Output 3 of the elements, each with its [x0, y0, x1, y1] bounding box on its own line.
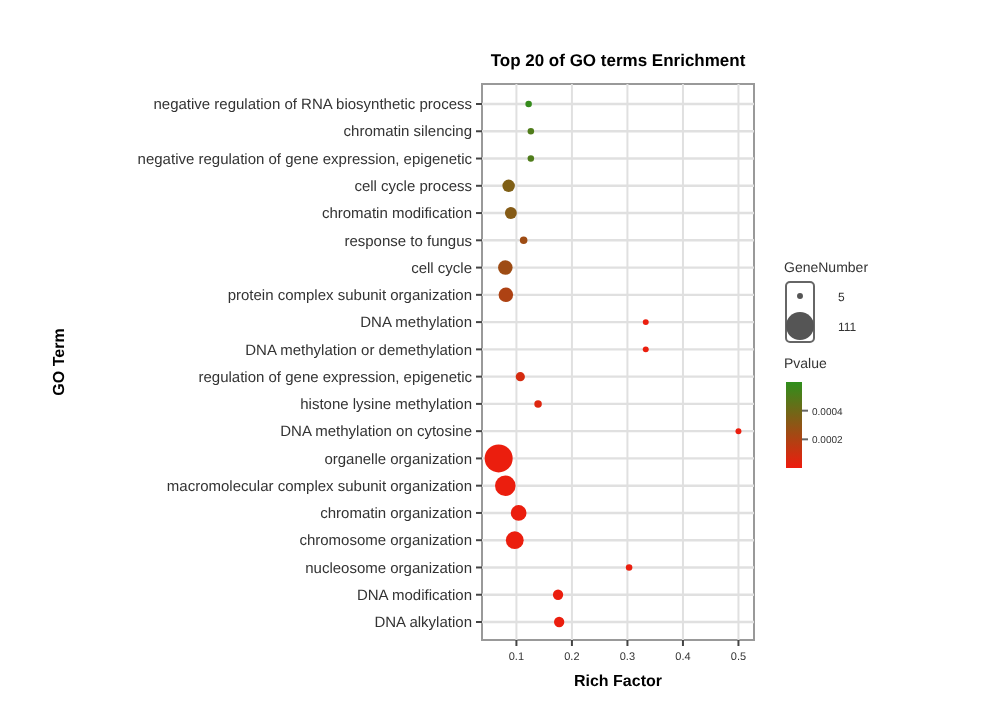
x-axis-title: Rich Factor	[573, 672, 663, 690]
y-axis-title: GO Term	[50, 328, 68, 396]
chart-title: Top 20 of GO terms Enrichment	[490, 50, 746, 70]
